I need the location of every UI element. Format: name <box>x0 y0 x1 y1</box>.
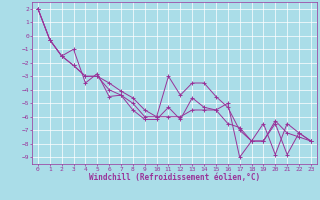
X-axis label: Windchill (Refroidissement éolien,°C): Windchill (Refroidissement éolien,°C) <box>89 173 260 182</box>
